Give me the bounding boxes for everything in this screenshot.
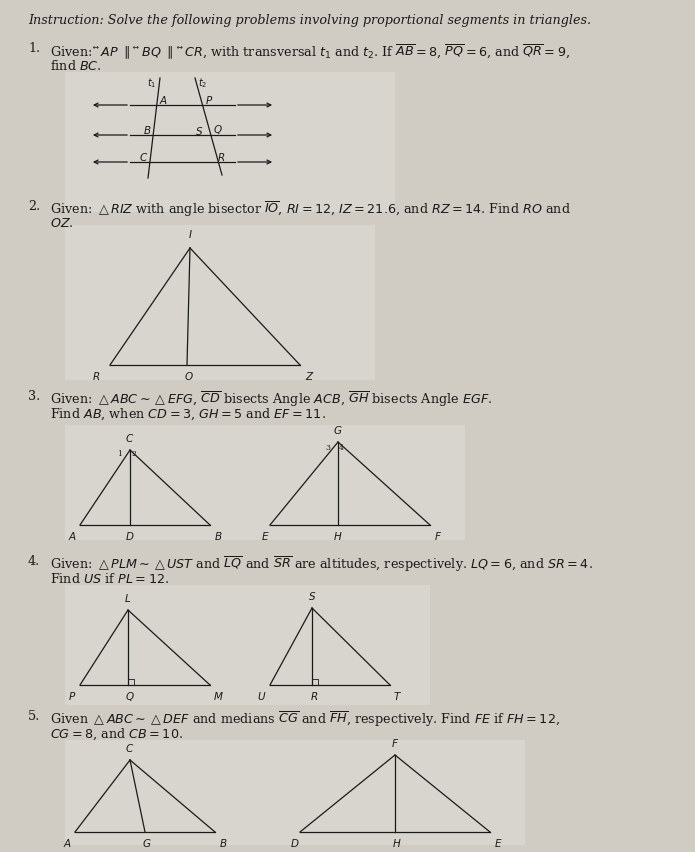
Text: $B$: $B$: [219, 837, 227, 849]
Bar: [65, 740, 525, 845]
Text: Given: $\overleftrightarrow{AP}$ $\parallel$ $\overleftrightarrow{BQ}$ $\paralle: Given: $\overleftrightarrow{AP}$ $\paral…: [50, 42, 570, 60]
Text: $OZ$.: $OZ$.: [50, 217, 74, 230]
Text: $R$: $R$: [218, 151, 226, 163]
Text: 1.: 1.: [28, 42, 40, 55]
Text: $A$: $A$: [158, 94, 167, 106]
Text: $S$: $S$: [195, 125, 203, 137]
Text: Find $US$ if $PL=12$.: Find $US$ if $PL=12$.: [50, 572, 169, 586]
Bar: [65, 585, 430, 705]
Text: $E$: $E$: [493, 837, 502, 849]
Text: $A$: $A$: [63, 837, 72, 849]
Text: 3: 3: [325, 444, 331, 452]
Text: Instruction: Solve the following problems involving proportional segments in tri: Instruction: Solve the following problem…: [28, 14, 591, 27]
Text: $Q$: $Q$: [125, 690, 135, 703]
Bar: [65, 72, 395, 212]
Text: $P$: $P$: [204, 94, 213, 106]
Text: $t_2$: $t_2$: [198, 76, 208, 89]
Text: 5.: 5.: [28, 710, 40, 723]
Text: $Q$: $Q$: [213, 123, 222, 136]
Text: find $BC$.: find $BC$.: [50, 59, 101, 73]
Text: Find $AB$, when $CD=3$, $GH=5$ and $EF=11$.: Find $AB$, when $CD=3$, $GH=5$ and $EF=1…: [50, 407, 326, 423]
Text: $O$: $O$: [184, 370, 194, 382]
Text: $A$: $A$: [67, 530, 76, 542]
Bar: [65, 225, 375, 380]
Text: $C$: $C$: [139, 151, 148, 163]
Bar: [65, 425, 465, 540]
Text: $C$: $C$: [125, 742, 135, 754]
Text: $H$: $H$: [333, 530, 343, 542]
Text: $C$: $C$: [125, 432, 135, 444]
Text: $L$: $L$: [124, 592, 131, 604]
Text: 3.: 3.: [28, 390, 40, 403]
Text: $t_1$: $t_1$: [147, 76, 156, 89]
Text: $P$: $P$: [68, 690, 76, 702]
Text: 1: 1: [117, 450, 122, 458]
Text: $E$: $E$: [261, 530, 269, 542]
Text: $Z$: $Z$: [305, 370, 315, 382]
Text: $M$: $M$: [213, 690, 223, 702]
Text: $F$: $F$: [391, 737, 399, 749]
Text: $F$: $F$: [434, 530, 442, 542]
Text: $R$: $R$: [92, 370, 100, 382]
Text: $D$: $D$: [125, 530, 135, 542]
Text: Given: $\triangle PLM$$\sim$$\triangle UST$ and $\overline{LQ}$ and $\overline{S: Given: $\triangle PLM$$\sim$$\triangle U…: [50, 555, 593, 574]
Text: $D$: $D$: [291, 837, 300, 849]
Text: Given $\triangle ABC$$\sim$$\triangle DEF$ and medians $\overline{CG}$ and $\ove: Given $\triangle ABC$$\sim$$\triangle DE…: [50, 710, 560, 729]
Text: $B$: $B$: [142, 124, 151, 136]
Text: Given: $\triangle RIZ$ with angle bisector $\overline{IO}$, $RI=12$, $IZ=21.6$, : Given: $\triangle RIZ$ with angle bisect…: [50, 200, 571, 219]
Text: $H$: $H$: [392, 837, 402, 849]
Text: $U$: $U$: [257, 690, 267, 702]
Text: $B$: $B$: [214, 530, 222, 542]
Text: Given: $\triangle ABC$$\sim$$\triangle EFG$, $\overline{CD}$ bisects Angle $ACB$: Given: $\triangle ABC$$\sim$$\triangle E…: [50, 390, 492, 409]
Text: 4: 4: [338, 444, 343, 452]
Text: $G$: $G$: [333, 424, 343, 436]
Text: $CG=8$, and $CB=10$.: $CG=8$, and $CB=10$.: [50, 727, 183, 742]
Text: $I$: $I$: [188, 228, 193, 240]
Text: $G$: $G$: [142, 837, 152, 849]
Text: $S$: $S$: [308, 590, 316, 602]
Text: $R$: $R$: [310, 690, 318, 702]
Text: 2.: 2.: [28, 200, 40, 213]
Text: 2: 2: [131, 450, 136, 458]
Text: $T$: $T$: [393, 690, 402, 702]
Text: 4.: 4.: [28, 555, 40, 568]
